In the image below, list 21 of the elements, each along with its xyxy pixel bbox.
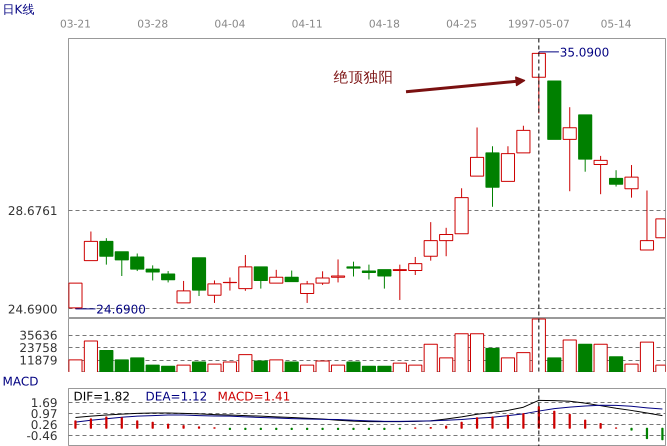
annotation: 绝顶独阳 (333, 69, 394, 86)
x-tick-label: 04-18 (368, 18, 400, 30)
x-tick-label: 04-25 (446, 18, 478, 30)
chart-title: MACD (2, 374, 38, 388)
y-tick-label: 23758 (19, 341, 58, 356)
x-tick-label: 03-21 (60, 18, 91, 30)
y-tick-label: 11879 (19, 354, 58, 368)
y-tick-label: 35636 (19, 328, 58, 343)
text: MACD=1.41 (218, 390, 290, 404)
x-tick-label: 03-28 (137, 18, 168, 30)
y-tick-label: 28.6761 (8, 204, 58, 218)
annotation: 24.6900 (96, 302, 146, 316)
chart-title: 日K线 (2, 2, 34, 16)
x-tick-label: 1997-05-07 (508, 18, 570, 30)
x-tick-label: 04-11 (292, 18, 323, 30)
y-tick-label: 24.6900 (8, 302, 58, 316)
x-tick-label: 05-14 (600, 18, 632, 30)
series-label: DIF=1.82 (74, 390, 130, 404)
x-tick-label: 04-04 (214, 18, 246, 30)
series-label: DEA=1.12 (146, 390, 208, 404)
annotation: 35.0900 (560, 45, 610, 60)
